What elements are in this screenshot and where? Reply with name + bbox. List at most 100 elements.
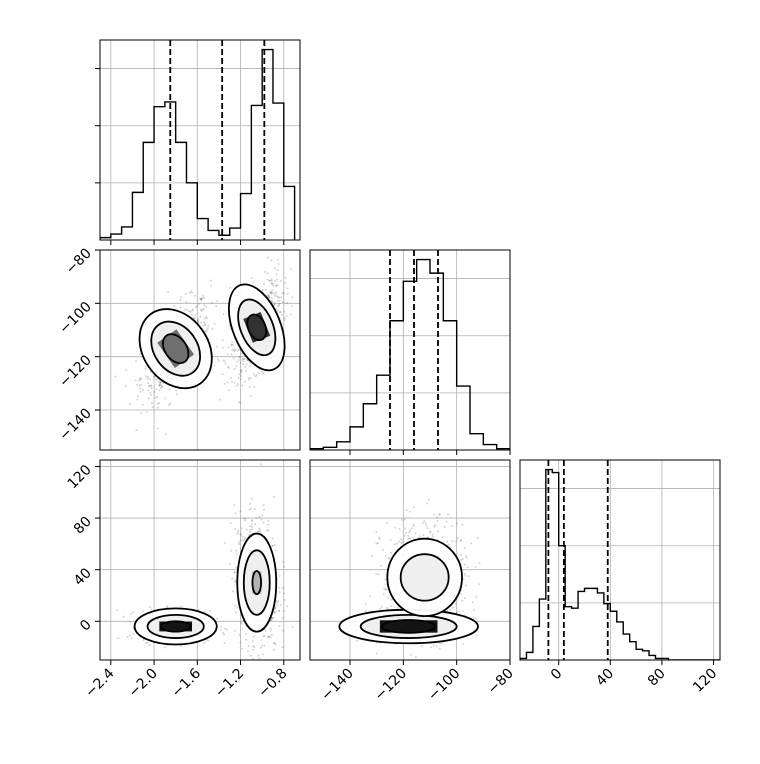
sample-point [236,360,239,363]
sample-point [271,545,273,548]
sample-point [249,365,252,367]
sample-point [241,539,244,542]
sample-point [408,510,411,513]
sample-point [253,646,256,649]
sample-point [167,291,170,294]
sample-point [281,301,284,304]
sample-point [271,617,273,620]
sample-point [257,530,260,533]
sample-point [273,611,276,614]
sample-point [231,381,233,383]
sample-point [442,536,445,539]
sample-point [409,529,412,532]
sample-point [166,605,169,608]
sample-point [286,302,289,305]
sample-point [197,320,199,322]
sample-point [254,680,256,682]
sample-point [396,542,399,545]
sample-point [270,634,273,636]
sample-point [249,525,252,528]
sample-point [280,314,283,316]
sample-point [268,635,271,638]
sample-point [194,306,197,309]
sample-point [275,284,278,287]
sample-point [259,530,262,533]
sample-point [268,280,271,282]
sample-point [203,304,206,307]
sample-point [236,606,238,609]
sample-point [204,330,207,333]
x-tick-label: 40 [593,666,617,690]
contour-line [162,333,190,365]
sample-point [271,297,273,299]
sample-point [282,565,285,568]
sample-point [234,456,236,458]
sample-point [447,543,450,546]
contour-line [138,308,213,390]
sample-point [249,530,252,533]
sample-point [239,401,242,404]
sample-point [234,579,237,582]
sample-point [232,348,235,351]
sample-point [159,381,162,384]
sample-point [226,381,229,384]
sample-point [243,358,246,360]
sample-point [250,277,253,280]
histogram-bin [363,404,376,450]
sample-point [158,389,161,392]
histogram-bin [585,588,591,660]
sample-point [156,396,158,398]
sample-point [276,601,278,604]
sample-point [152,375,155,378]
sample-point [291,626,294,629]
y-tick-label: −120 [56,352,95,391]
sample-point [233,381,236,384]
sample-point [183,308,186,311]
sample-point [126,635,129,638]
sample-point [245,358,248,361]
sample-point [124,384,127,387]
sample-point [276,284,279,287]
sample-point [260,639,263,642]
sample-point [239,362,242,364]
sample-point [161,385,164,388]
sample-point [204,324,207,327]
sample-point [384,554,387,557]
contour-line [133,607,218,646]
sample-point [138,376,141,379]
sample-point [277,295,280,298]
sample-point [210,301,213,304]
sample-point [241,535,244,538]
sample-point [252,373,255,376]
sample-point [267,529,270,532]
sample-point [255,517,258,520]
sample-point [234,528,237,531]
sample-point [255,374,258,377]
sample-point [191,308,194,311]
sample-point [139,390,142,393]
sample-point [478,562,481,565]
sample-point [254,523,257,526]
sample-point [206,327,209,330]
sample-point [147,389,150,392]
sample-point [192,316,195,319]
x-tick-label: 0 [548,666,566,684]
sample-point [281,292,284,295]
sample-point [253,386,256,388]
sample-point [424,522,427,525]
sample-point [267,523,270,526]
sample-point [446,609,449,612]
sample-point [466,566,469,569]
sample-point [268,279,271,282]
sample-point [238,543,241,546]
sample-point [431,533,434,536]
histogram-bin [284,186,295,240]
sample-point [160,381,163,384]
sample-point [274,291,277,294]
sample-point [455,611,458,614]
sample-point [471,601,474,604]
sample-point [263,282,266,285]
sample-point [375,572,378,575]
sample-point [270,282,273,285]
sample-point [239,510,242,513]
